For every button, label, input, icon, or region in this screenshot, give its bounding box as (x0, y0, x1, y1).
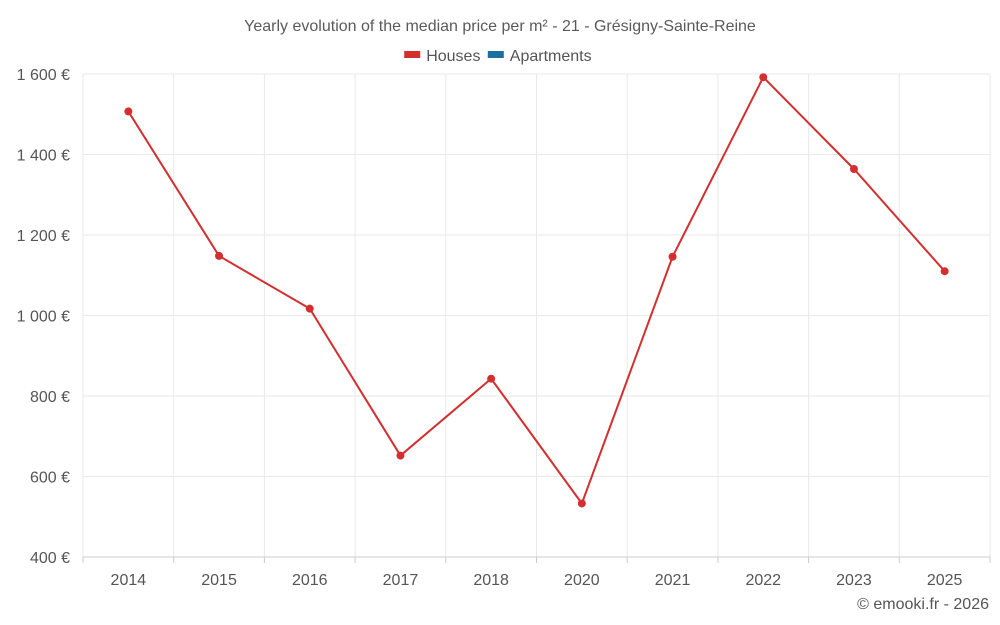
credit-text: © emooki.fr - 2026 (857, 596, 989, 613)
x-tick-label: 2021 (655, 572, 691, 589)
data-point[interactable] (940, 267, 949, 276)
x-axis: 2014 2015 2016 2017 2018 2020 2021 2022 2023 2025 (82, 556, 991, 589)
legend-swatch (487, 51, 504, 58)
y-tick-label: 800 € (30, 389, 70, 406)
y-tick-label: 1 400 € (17, 148, 70, 165)
data-point[interactable] (124, 107, 133, 116)
legend: Houses Apartments (404, 48, 592, 65)
data-point[interactable] (668, 252, 677, 261)
series-layer (124, 73, 949, 508)
data-point[interactable] (215, 251, 224, 260)
data-point[interactable] (305, 304, 314, 313)
grid (82, 73, 991, 557)
x-tick-label: 2017 (383, 572, 419, 589)
x-tick-label: 2025 (927, 572, 963, 589)
y-tick-label: 1 200 € (17, 228, 70, 245)
x-tick-label: 2023 (836, 572, 872, 589)
legend-label: Houses (426, 48, 480, 65)
x-tick-label: 2022 (745, 572, 781, 589)
y-axis: 400 € 600 € 800 € 1 000 € 1 200 € 1 400 € 1 60… (17, 67, 70, 567)
legend-label: Apartments (510, 48, 592, 65)
legend-item[interactable]: Houses (404, 48, 480, 65)
x-tick-label: 2015 (201, 572, 237, 589)
legend-swatch (404, 51, 421, 58)
data-point[interactable] (396, 451, 405, 460)
series-line (127, 75, 946, 506)
legend-item[interactable]: Apartments (487, 48, 592, 65)
y-tick-label: 400 € (30, 550, 70, 567)
chart-title: Yearly evolution of the median price per… (244, 18, 756, 35)
y-tick-label: 1 000 € (17, 309, 70, 326)
x-tick-label: 2014 (111, 572, 147, 589)
data-point[interactable] (577, 499, 586, 508)
data-point[interactable] (849, 164, 858, 173)
x-tick-label: 2020 (564, 572, 600, 589)
y-tick-label: 600 € (30, 470, 70, 487)
x-tick-label: 2018 (473, 572, 509, 589)
y-tick-label: 1 600 € (17, 67, 70, 84)
x-tick-label: 2016 (292, 572, 328, 589)
data-point[interactable] (487, 374, 496, 383)
data-point[interactable] (759, 73, 768, 82)
